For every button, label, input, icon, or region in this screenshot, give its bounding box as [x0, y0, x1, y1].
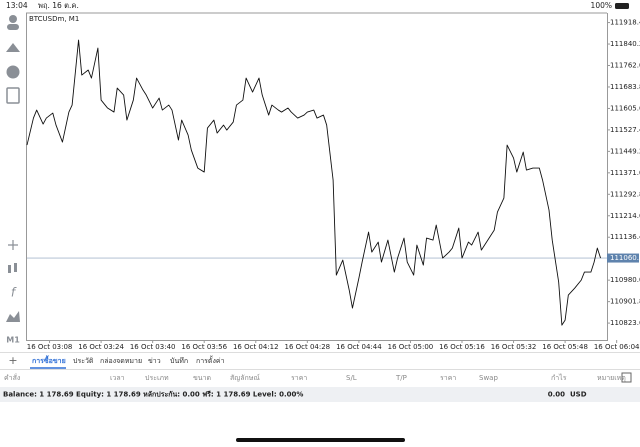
- column-header: เวลา: [110, 374, 125, 382]
- tab[interactable]: กล่องจดหมาย: [100, 357, 142, 365]
- profit: 0.00: [548, 391, 565, 399]
- y-tick-label: 111840.20: [610, 40, 640, 48]
- column-header: หมายเหตุ: [597, 374, 626, 382]
- crosshair-icon[interactable]: [8, 240, 18, 250]
- chart-type-icon[interactable]: [8, 265, 11, 273]
- tab[interactable]: การซื้อขาย: [32, 354, 66, 365]
- indicator-icon[interactable]: f: [11, 286, 17, 300]
- y-tick-label: 111527.40: [610, 126, 640, 134]
- balance-text: Balance: 1 178.69 Equity: 1 178.69 หลักป…: [3, 391, 303, 399]
- x-tick-label: 16 Oct 04:12: [233, 343, 279, 351]
- y-tick-label: 111449.20: [610, 147, 640, 155]
- chart-title: BTCUSDm, M1: [29, 15, 79, 23]
- x-tick-label: 16 Oct 05:16: [439, 343, 485, 351]
- y-tick-label: 111136.40: [610, 233, 640, 241]
- timeframe[interactable]: M1: [6, 336, 20, 345]
- currency: USD: [570, 391, 587, 399]
- tab[interactable]: การตั้งค่า: [196, 354, 225, 365]
- column-headers: คำสั่ง เวลา ประเภท ขนาด สัญลักษณ์ ราคา S/L T/P ร…: [4, 372, 632, 383]
- y-tick-label: 111683.80: [610, 83, 640, 91]
- x-tick-label: 16 Oct 03:08: [27, 343, 73, 351]
- column-header: ขนาด: [193, 374, 211, 382]
- toolbar: f M1: [6, 15, 20, 345]
- column-header: S/L: [346, 374, 357, 382]
- balance-row: [0, 387, 640, 402]
- x-tick-label: 16 Oct 03:24: [78, 343, 124, 351]
- home-indicator: [236, 438, 405, 442]
- y-tick-label: 111214.60: [610, 212, 640, 220]
- y-tick-label: 110823.60: [610, 319, 640, 327]
- price-line: [26, 39, 601, 326]
- current-price-box: [607, 253, 639, 263]
- y-tick-label: 111762.00: [610, 62, 640, 70]
- tab[interactable]: บันทึก: [170, 356, 188, 365]
- trade-icon[interactable]: [6, 43, 20, 52]
- status-time: 13:04: [6, 1, 28, 10]
- plot: 111918.46 111840.20 111762.00 111683.80 1116…: [26, 19, 640, 351]
- new-order-icon[interactable]: [6, 87, 20, 104]
- y-tick-label: 110901.80: [610, 298, 640, 306]
- x-tick-label: 16 Oct 03:56: [181, 343, 227, 351]
- x-tick-label: 16 Oct 06:04: [594, 343, 640, 351]
- y-tick-label: 110980.00: [610, 276, 640, 284]
- export-icon[interactable]: [621, 372, 632, 383]
- status-battery: 100%: [591, 1, 612, 10]
- x-tick-label: 16 Oct 03:40: [130, 343, 176, 351]
- y-tick-label: 111605.60: [610, 104, 640, 112]
- x-tick-label: 16 Oct 04:28: [285, 343, 331, 351]
- account-icon-body: [7, 24, 19, 30]
- column-header: T/P: [395, 374, 407, 382]
- column-header: กำไร: [551, 373, 567, 382]
- account-icon[interactable]: [9, 15, 17, 23]
- chart-type-icon-b: [14, 263, 17, 272]
- y-tick-label: 111371.00: [610, 169, 640, 177]
- y-tick-label: 111918.46: [610, 19, 640, 27]
- chat-icon[interactable]: [6, 65, 20, 79]
- column-header: ประเภท: [145, 374, 169, 382]
- tab[interactable]: ข่าว: [148, 357, 161, 365]
- column-header: สัญลักษณ์: [230, 374, 260, 382]
- column-header: คำสั่ง: [4, 373, 20, 382]
- add-button[interactable]: +: [8, 354, 17, 367]
- y-tick-label: 111292.80: [610, 190, 640, 198]
- column-header: Swap: [479, 374, 498, 382]
- x-tick-label: 16 Oct 05:32: [491, 343, 537, 351]
- x-tick-label: 16 Oct 05:48: [542, 343, 588, 351]
- x-tick-label: 16 Oct 05:00: [388, 343, 434, 351]
- column-header: ราคา: [440, 374, 456, 382]
- battery-icon: [615, 3, 629, 9]
- current-price-label: 111060.56: [610, 254, 640, 262]
- objects-icon[interactable]: [6, 311, 20, 322]
- column-header: ราคา: [291, 374, 307, 382]
- tab[interactable]: ประวัติ: [73, 357, 94, 365]
- status-date: พฤ. 16 ต.ค.: [38, 1, 79, 10]
- x-tick-label: 16 Oct 04:44: [336, 343, 382, 351]
- tabs: การซื้อขาย ประวัติ กล่องจดหมาย ข่าว บันทึก กา…: [30, 354, 225, 369]
